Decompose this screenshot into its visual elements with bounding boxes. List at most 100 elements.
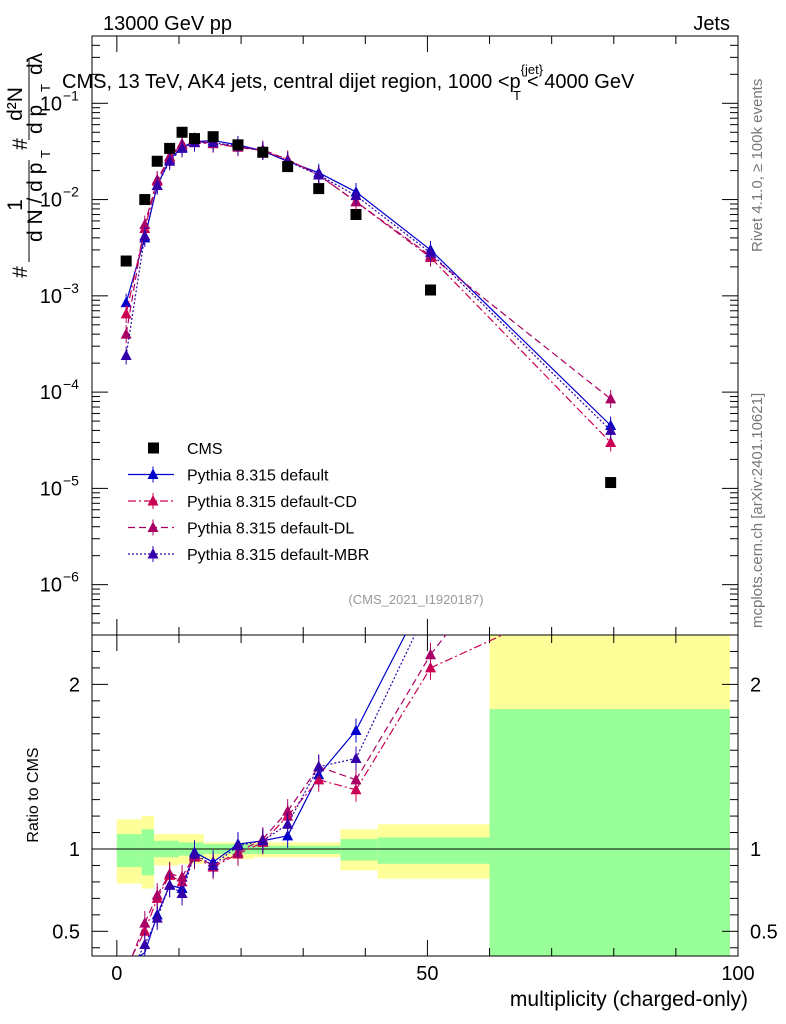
series-4	[120, 133, 617, 440]
series-marker	[313, 168, 325, 180]
legend-label: CMS	[187, 441, 223, 458]
legend-marker	[147, 548, 159, 559]
data-layer	[120, 126, 617, 489]
y-tick-exponent: −1	[63, 87, 79, 103]
cms-data-point	[605, 477, 617, 489]
ratio-tick-label-right: 2	[750, 674, 761, 696]
legend-entry: Pythia 8.315 default	[128, 466, 329, 485]
ratio-marker	[207, 859, 219, 870]
series-layer	[120, 131, 617, 957]
series-marker	[350, 189, 362, 201]
ratio-tick-label-right: 0.5	[750, 921, 778, 943]
cms-data-point	[120, 255, 132, 267]
chart-title-sup: {jet}	[521, 62, 544, 77]
ratio-marker	[164, 879, 176, 890]
ratio-marker	[232, 839, 244, 851]
series-marker	[176, 142, 188, 153]
x-tick-label: 50	[416, 963, 438, 985]
ylabel-hash-1: #	[9, 266, 32, 278]
y-tick-label: 10	[40, 478, 62, 500]
legend-entry: CMS	[148, 441, 223, 458]
series-marker	[120, 328, 132, 339]
ratio-marker	[350, 752, 362, 763]
x-tick-label: 0	[111, 963, 122, 985]
cms-data-point	[176, 126, 188, 138]
cms-data-point	[425, 284, 437, 296]
cms-data-point	[164, 142, 176, 154]
ratio-line	[138, 634, 416, 957]
ylabel-hash-2: #	[9, 138, 32, 150]
ylabel-d2n: d²N	[4, 87, 27, 121]
ratio-marker	[139, 917, 151, 928]
ratio-marker	[425, 648, 437, 660]
series-marker	[164, 155, 176, 166]
band-green	[116, 834, 142, 868]
ylabel-t-sub: T	[38, 150, 53, 158]
cms-data-point	[151, 155, 163, 167]
series-marker	[151, 179, 163, 190]
x-axis-label: multiplicity (charged-only)	[510, 988, 748, 1011]
series-marker	[425, 246, 437, 258]
ratio-ylabel: Ratio to CMS	[25, 747, 42, 842]
ratio-line	[139, 634, 406, 957]
ratio-line	[131, 634, 447, 957]
y-tick-exponent: −2	[63, 184, 79, 200]
band-green	[377, 837, 490, 864]
y-axis-label: # 1 d N / d p T # d²N d p T dλ	[4, 52, 53, 278]
series-marker	[605, 392, 617, 404]
series-marker	[120, 296, 132, 308]
series-marker	[605, 436, 617, 447]
legend-marker	[147, 521, 159, 532]
cms-data-point	[282, 161, 294, 173]
legend-entry: Pythia 8.315 default-MBR	[128, 546, 369, 564]
ylabel-dpt: d p	[24, 105, 47, 134]
y-tick-exponent: −4	[63, 376, 79, 392]
ratio-marker	[313, 760, 325, 772]
ylabel-t-sub-2: T	[38, 84, 53, 92]
ratio-marker	[425, 661, 437, 673]
y-tick-exponent: −6	[63, 569, 79, 585]
ratio-marker	[257, 834, 269, 846]
series-line	[125, 142, 612, 431]
legend-marker	[148, 442, 159, 454]
series-marker	[120, 349, 132, 361]
ratio-marker	[176, 887, 188, 898]
legend-label: Pythia 8.315 default-MBR	[187, 547, 369, 564]
ylabel-dn-dpt: d N / d p	[24, 163, 47, 242]
ratio-marker	[139, 938, 151, 949]
y-tick-label: 10	[40, 286, 62, 308]
y-tick-label: 10	[40, 190, 62, 212]
y-tick-label: 10	[40, 93, 62, 115]
ratio-marker	[151, 912, 163, 923]
ratio-marker	[313, 773, 325, 785]
ylabel-one: 1	[4, 199, 27, 211]
cms-data-point	[350, 208, 362, 220]
ratio-marker	[282, 805, 294, 816]
chart-title-sub: T	[513, 88, 521, 103]
series-marker	[120, 307, 132, 319]
chart-title-main: CMS, 13 TeV, AK4 jets, central dijet reg…	[62, 71, 521, 93]
ratio-line	[131, 634, 503, 957]
side-label-rivet: Rivet 4.1.0, ≥ 100k events	[749, 79, 766, 252]
band-green	[489, 709, 730, 956]
cms-data-point	[188, 133, 200, 145]
band-green	[141, 829, 155, 876]
y-tick-label: 10	[40, 382, 62, 404]
band-green	[253, 845, 341, 854]
ratio-tick-label: 2	[69, 674, 80, 696]
cms-data-point	[139, 194, 151, 206]
series-marker	[605, 424, 617, 435]
header-left: 13000 GeV pp	[103, 13, 232, 35]
series-marker	[139, 218, 151, 230]
cms-data-point	[257, 146, 269, 158]
legend-entry: Pythia 8.315 default-CD	[128, 493, 357, 511]
ratio-series-4	[138, 634, 416, 957]
y-tick-exponent: −5	[63, 472, 79, 488]
ratio-tick-label: 1	[69, 839, 80, 861]
legend-entry: Pythia 8.315 default-DL	[128, 519, 354, 538]
ratio-marker	[350, 724, 362, 735]
series-line	[125, 141, 612, 400]
y-tick-label: 10	[40, 575, 62, 597]
